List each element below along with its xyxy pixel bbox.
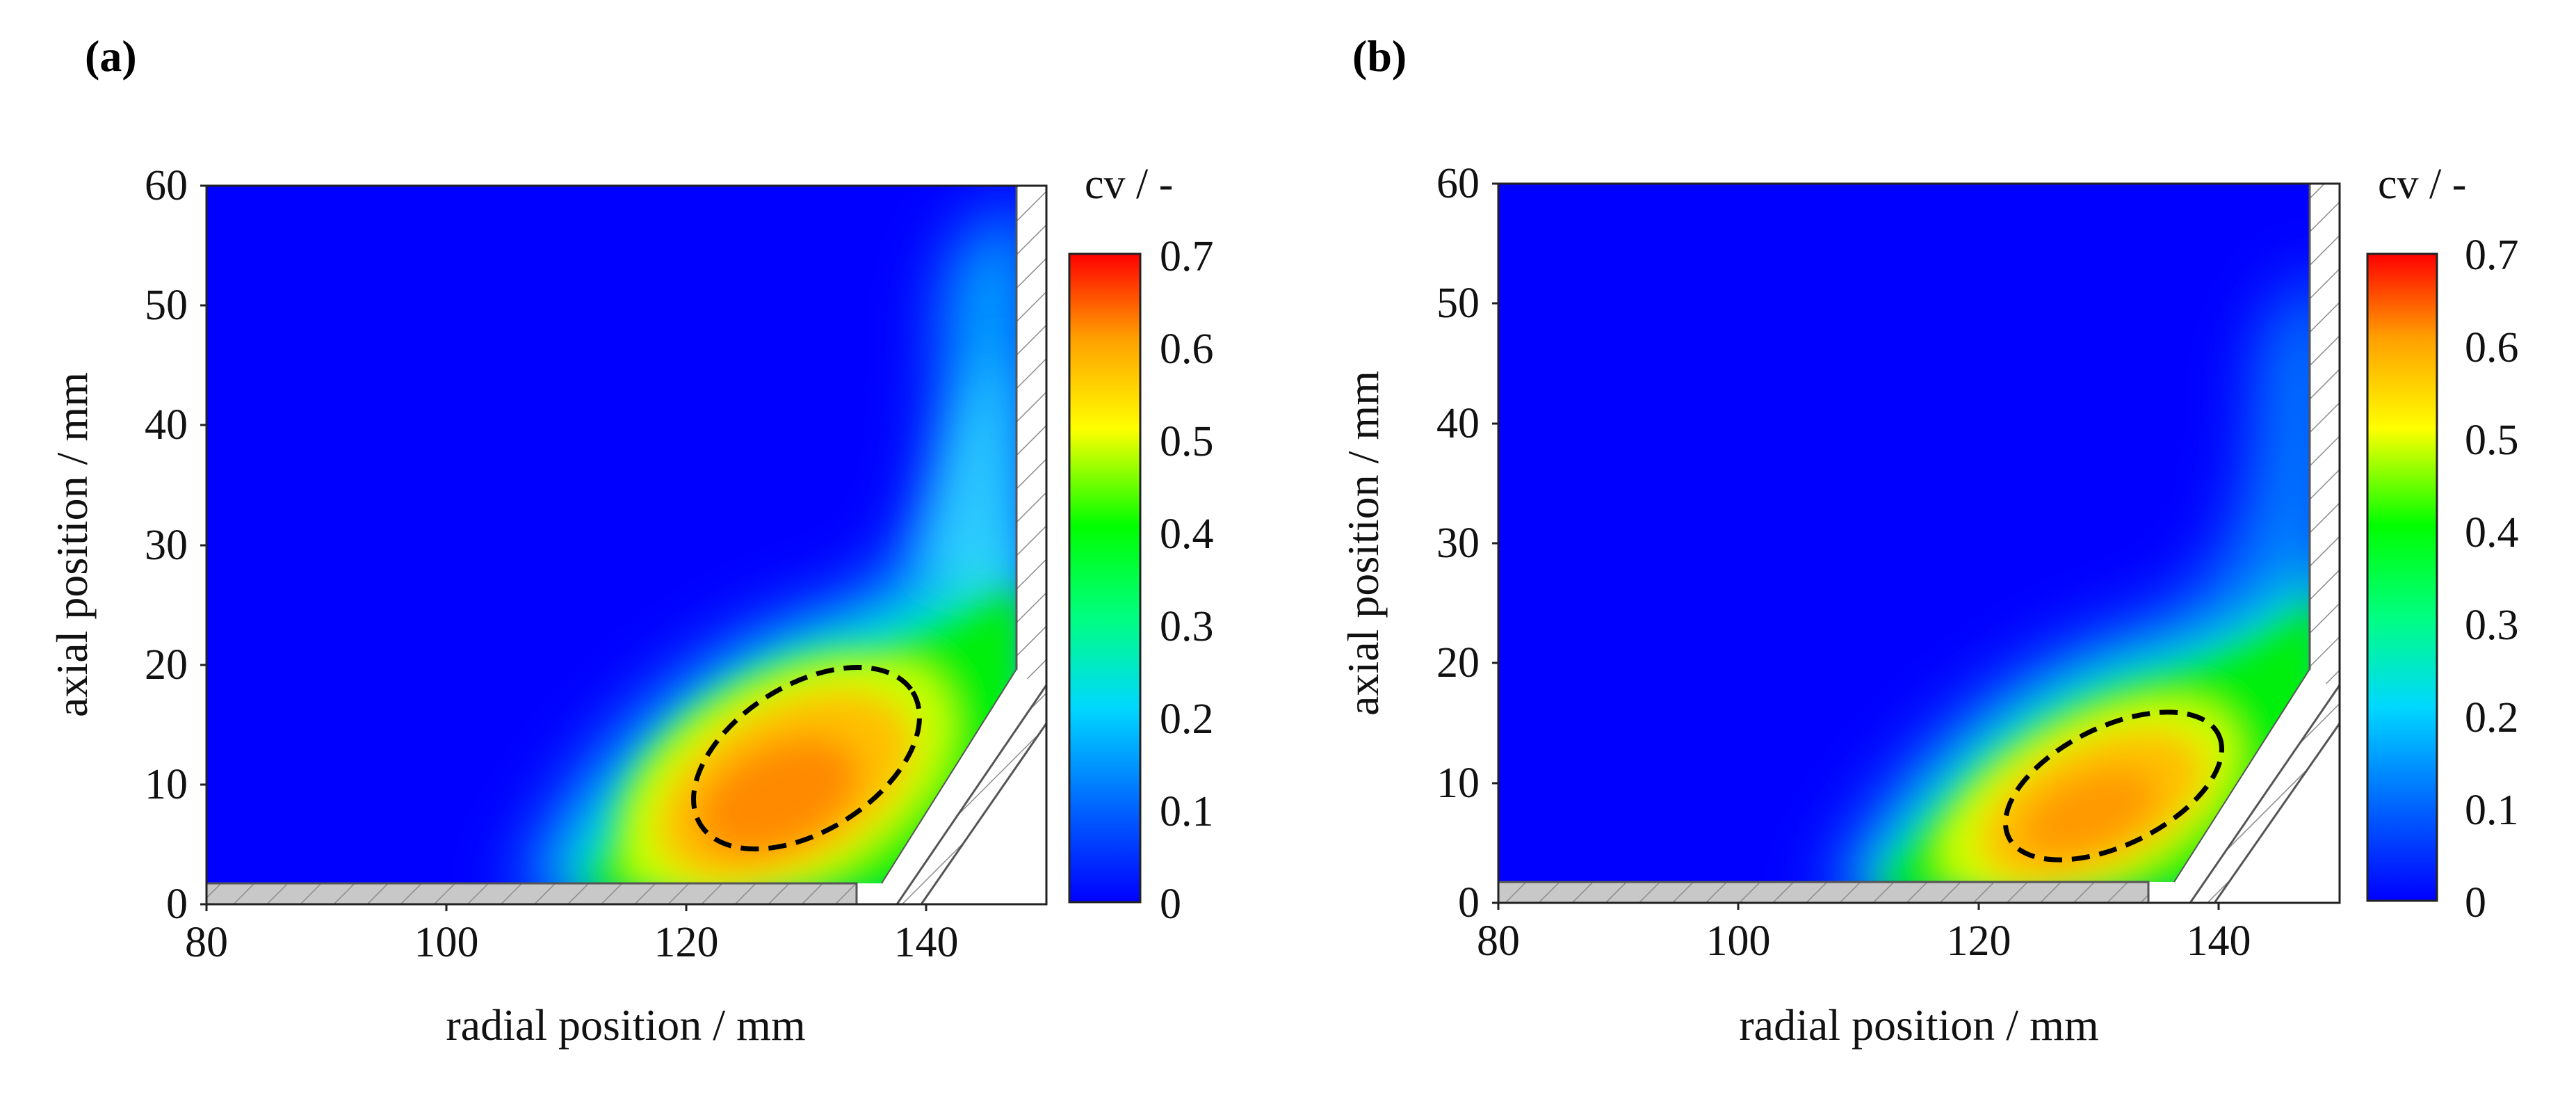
- y-tick-label: 30: [1436, 520, 1480, 567]
- heatmap-field: [1498, 184, 2310, 882]
- y-tick-label: 40: [145, 401, 188, 449]
- x-tick-label: 80: [1477, 917, 1520, 965]
- colorbar-tick: 0.4: [1160, 511, 1214, 558]
- x-axis: 80 100 120 140: [185, 904, 959, 966]
- y-tick: 30: [145, 522, 206, 569]
- y-tick-label: 20: [1436, 639, 1480, 687]
- y-tick-label: 60: [1436, 160, 1480, 207]
- colorbar-tick: 0.3: [1160, 603, 1214, 650]
- panel-a: (a): [47, 31, 1214, 1050]
- y-tick: 20: [1436, 639, 1498, 687]
- highlight-ellipse: [2002, 709, 2225, 863]
- panel-label: (b): [1352, 31, 1407, 81]
- colorbar-tick: 0.6: [2465, 324, 2519, 371]
- y-tick-label: 50: [1436, 280, 1480, 327]
- colorbar-tick: 0.2: [1160, 696, 1214, 743]
- highlight-ellipse: [691, 665, 922, 851]
- colorbar: cv / - 0 0.1 0.2 0.3 0.4 0.5 0.6 0.7: [2366, 161, 2519, 926]
- y-tick-label: 0: [166, 881, 188, 928]
- cone-wall: [882, 669, 1046, 904]
- colorbar-tick: 0.5: [2465, 417, 2519, 464]
- y-axis-title: axial position / mm: [47, 372, 97, 717]
- y-tick-label: 40: [1436, 400, 1480, 447]
- colorbar: cv / - 0 0.1 0.2 0.3 0.4 0.5 0.6 0.7: [1068, 161, 1214, 928]
- x-tick: 80: [185, 904, 228, 966]
- x-axis-title: radial position / mm: [446, 1000, 805, 1050]
- x-tick: 100: [414, 904, 479, 966]
- colorbar-tick: 0.3: [2465, 602, 2519, 649]
- x-tick: 140: [894, 904, 959, 966]
- y-tick-label: 30: [145, 522, 188, 569]
- colorbar-tick: 0: [2465, 879, 2486, 926]
- y-tick: 0: [1458, 879, 1498, 926]
- panel-b: (b) 0 10 20 3: [1338, 31, 2519, 1050]
- panel-label: (a): [85, 31, 137, 81]
- y-tick: 20: [145, 641, 206, 689]
- colorbar-tick: 0.2: [2465, 694, 2519, 741]
- x-tick-label: 120: [654, 919, 719, 966]
- x-axis: 80 100 120 140: [1477, 903, 2251, 965]
- x-tick-label: 140: [2187, 917, 2251, 965]
- colorbar-tick: 0.4: [2465, 509, 2519, 556]
- y-axis-title: axial position / mm: [1338, 371, 1388, 716]
- x-tick: 120: [654, 904, 719, 966]
- y-tick: 40: [145, 401, 206, 449]
- x-tick-label: 100: [1706, 917, 1771, 965]
- y-axis: 0 10 20 30 40 50 60: [145, 162, 206, 928]
- colorbar-tick: 0.1: [2465, 787, 2519, 834]
- colorbar-tick: 0.6: [1160, 326, 1214, 373]
- y-tick: 40: [1436, 400, 1498, 447]
- colorbar-tick: 0.1: [1160, 788, 1214, 835]
- y-tick: 50: [1436, 280, 1498, 327]
- x-tick-label: 80: [185, 919, 228, 966]
- y-tick: 60: [1436, 160, 1498, 207]
- x-tick: 120: [1947, 903, 2011, 965]
- x-axis-title: radial position / mm: [1739, 1000, 2098, 1050]
- heatmap-field: [206, 186, 1016, 883]
- y-tick: 60: [145, 162, 206, 209]
- y-tick: 0: [166, 881, 206, 928]
- x-tick-label: 120: [1947, 917, 2011, 965]
- y-tick: 10: [1436, 760, 1498, 807]
- cone-wall: [2174, 669, 2340, 903]
- y-tick-label: 10: [145, 761, 188, 808]
- y-tick-label: 20: [145, 641, 188, 689]
- colorbar-tick: 0.7: [1160, 233, 1214, 280]
- y-tick-label: 10: [1436, 760, 1480, 807]
- y-tick-label: 60: [145, 162, 188, 209]
- y-tick: 50: [145, 282, 206, 329]
- x-tick-label: 140: [894, 919, 959, 966]
- y-axis: 0 10 20 30 40 50 60: [1436, 160, 1498, 926]
- x-tick: 140: [2187, 903, 2251, 965]
- x-tick: 80: [1477, 903, 1520, 965]
- y-tick-label: 0: [1458, 879, 1480, 926]
- colorbar-tick: 0.7: [2465, 232, 2519, 279]
- colorbar-tick: 0: [1160, 881, 1181, 928]
- colorbar-tick: 0.5: [1160, 418, 1214, 465]
- x-tick: 100: [1706, 903, 1771, 965]
- y-tick: 30: [1436, 520, 1498, 567]
- colorbar-title: cv / -: [1085, 161, 1173, 208]
- x-tick-label: 100: [414, 919, 479, 966]
- y-tick: 10: [145, 761, 206, 808]
- y-tick-label: 50: [145, 282, 188, 329]
- colorbar-title: cv / -: [2378, 161, 2466, 208]
